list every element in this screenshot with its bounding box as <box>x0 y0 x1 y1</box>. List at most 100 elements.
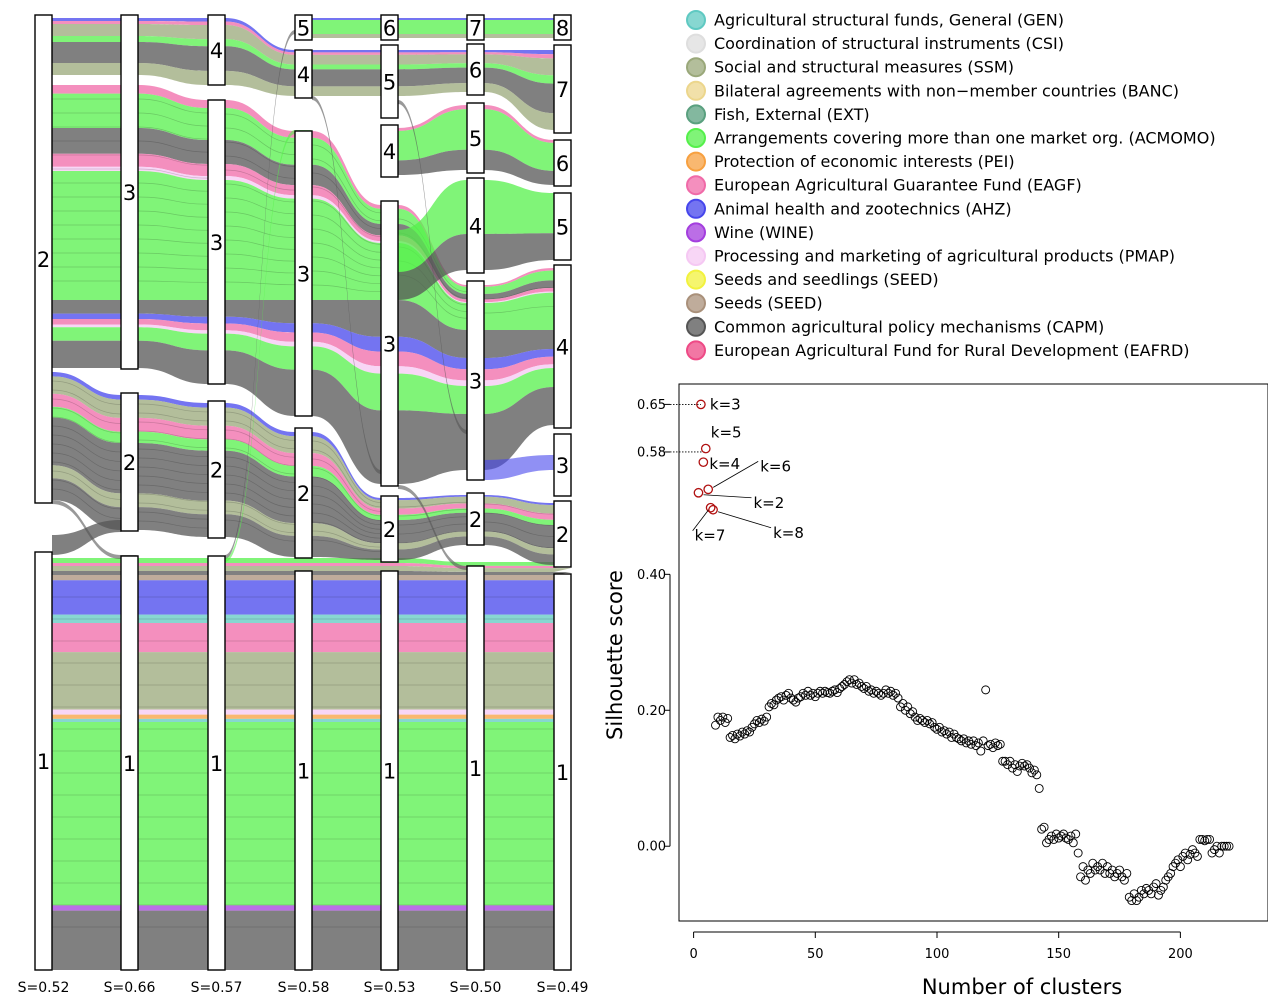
data-point <box>1151 879 1161 889</box>
data-point <box>932 724 942 734</box>
data-point <box>934 722 944 732</box>
flow-divider <box>224 420 296 450</box>
flow-divider <box>311 256 382 277</box>
legend-swatch <box>686 57 706 78</box>
alluvial-flow <box>52 563 571 569</box>
flow-divider <box>483 512 555 526</box>
annotation-leader <box>717 511 772 529</box>
flow-divider <box>137 126 209 140</box>
cluster-node-label: 1 <box>297 760 310 784</box>
silhouette-label: S=0.50 <box>450 980 502 996</box>
data-point <box>788 695 798 705</box>
data-point <box>1076 872 1086 882</box>
data-point <box>1056 831 1066 841</box>
legend-label: Seeds and seedlings (SEED) <box>714 270 939 289</box>
cluster-node-label: 3 <box>297 263 310 287</box>
data-point <box>1205 834 1215 844</box>
data-point <box>903 702 913 712</box>
alluvial-flow <box>52 327 571 414</box>
alluvial-flow <box>312 18 571 20</box>
data-point <box>888 690 898 700</box>
data-point <box>917 716 927 725</box>
alluvial-flow <box>52 313 571 370</box>
legend-label: Social and structural measures (SSM) <box>714 58 1014 77</box>
data-point <box>1224 841 1234 851</box>
legend-label: Fish, External (EXT) <box>714 105 870 124</box>
flow-divider <box>51 461 122 491</box>
data-point <box>771 695 781 705</box>
legend-swatch <box>686 128 706 148</box>
highlighted-point <box>700 443 711 454</box>
data-point <box>1202 834 1212 844</box>
data-point <box>1037 824 1047 834</box>
cluster-node-label: 1 <box>469 757 482 781</box>
cluster-node-label: 3 <box>556 454 569 478</box>
flow-divider <box>137 403 209 413</box>
flow-divider <box>137 484 209 493</box>
cluster-node-label: 6 <box>469 59 482 83</box>
cluster-node-label: 4 <box>556 336 569 360</box>
data-point <box>1032 770 1042 780</box>
data-point <box>769 700 779 710</box>
cluster-node <box>466 177 485 274</box>
data-point <box>1071 829 1081 839</box>
annotation-leader <box>713 461 759 488</box>
data-point <box>752 716 762 725</box>
flow-divider <box>51 434 122 462</box>
data-point <box>971 741 981 751</box>
legend-swatch <box>686 198 706 219</box>
annotation-label: k=2 <box>753 494 784 512</box>
flow-divider <box>137 412 209 422</box>
data-point <box>820 686 830 696</box>
annotation-label: k=3 <box>710 395 741 413</box>
data-point <box>757 714 767 724</box>
alluvial-flow <box>52 566 571 572</box>
data-point <box>1127 896 1137 906</box>
highlighted-point <box>703 484 714 495</box>
data-point <box>954 734 964 744</box>
data-point <box>876 690 886 700</box>
cluster-node-label: 3 <box>383 333 396 357</box>
data-point <box>1100 868 1110 878</box>
legend-swatch <box>686 340 706 361</box>
data-point <box>730 734 740 744</box>
cluster-node <box>553 192 572 261</box>
cluster-node <box>207 14 226 86</box>
flow-divider <box>311 270 382 285</box>
data-point <box>732 729 742 739</box>
flow-divider <box>51 479 122 510</box>
flow-divider <box>137 266 209 270</box>
data-point <box>883 688 893 698</box>
legend-label: European Agricultural Guarantee Fund (EA… <box>714 176 1082 195</box>
flow-divider <box>224 456 296 483</box>
data-point <box>898 699 908 708</box>
legend-label: Bilateral agreements with non−member cou… <box>714 81 1179 100</box>
cluster-node <box>120 555 139 971</box>
alluvial-flow <box>52 128 571 300</box>
data-point <box>852 679 862 689</box>
highlighted-point <box>693 487 704 498</box>
legend-swatch <box>686 10 706 30</box>
data-point <box>861 682 871 691</box>
annotation-leader <box>703 494 752 499</box>
silhouette-label: S=0.57 <box>191 980 243 996</box>
legend-label: Common agricultural policy mechanisms (C… <box>714 317 1104 336</box>
data-point <box>1197 834 1207 844</box>
x-axis-title: Number of clusters <box>922 975 1122 999</box>
flow-divider <box>224 519 296 542</box>
cluster-node <box>380 200 399 487</box>
flow-divider <box>51 380 122 405</box>
flow-divider <box>224 127 296 156</box>
data-point <box>976 746 986 756</box>
x-tick-label: 150 <box>1046 947 1071 962</box>
flow-divider <box>311 458 382 512</box>
data-point <box>1183 855 1193 865</box>
data-point <box>993 741 1003 751</box>
cluster-node <box>120 392 139 532</box>
flow-divider <box>224 492 296 517</box>
flow-divider <box>137 210 209 218</box>
flow-divider <box>51 389 122 415</box>
cluster-node <box>553 500 572 568</box>
data-points <box>711 675 1234 906</box>
legend-swatch <box>686 293 706 314</box>
